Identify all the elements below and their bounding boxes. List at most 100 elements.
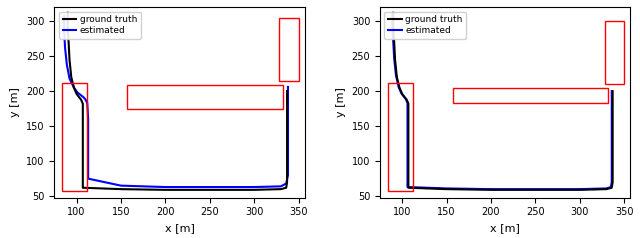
ground truth bbox=[284, 107, 291, 110]
ground truth bbox=[404, 139, 412, 142]
estimated bbox=[390, 41, 397, 44]
ground truth bbox=[79, 167, 86, 169]
estimated bbox=[84, 149, 92, 152]
ground truth bbox=[284, 93, 291, 95]
ground truth bbox=[284, 90, 291, 93]
estimated bbox=[404, 166, 412, 169]
estimated bbox=[532, 188, 540, 191]
X-axis label: x [m]: x [m] bbox=[490, 223, 520, 233]
estimated bbox=[84, 177, 92, 180]
ground truth bbox=[284, 146, 291, 149]
Bar bbox=[279, 18, 299, 81]
estimated bbox=[395, 85, 403, 88]
estimated bbox=[84, 118, 92, 121]
ground truth bbox=[282, 186, 290, 189]
estimated bbox=[404, 186, 412, 188]
estimated bbox=[284, 139, 292, 142]
Line: estimated: estimated bbox=[64, 15, 288, 187]
ground truth bbox=[390, 41, 398, 44]
ground truth bbox=[401, 96, 409, 99]
estimated bbox=[404, 102, 412, 104]
ground truth bbox=[443, 188, 451, 191]
ground truth bbox=[73, 93, 81, 95]
estimated bbox=[117, 184, 125, 187]
ground truth bbox=[391, 58, 399, 61]
estimated bbox=[487, 188, 495, 191]
ground truth bbox=[77, 98, 85, 101]
estimated bbox=[402, 97, 410, 100]
ground truth bbox=[161, 188, 169, 191]
estimated bbox=[61, 46, 69, 49]
estimated bbox=[397, 92, 405, 95]
ground truth bbox=[250, 188, 258, 191]
ground truth bbox=[284, 181, 291, 183]
estimated bbox=[603, 187, 611, 190]
estimated bbox=[608, 146, 616, 149]
estimated bbox=[392, 74, 400, 76]
ground truth bbox=[390, 27, 397, 30]
estimated bbox=[284, 90, 292, 93]
ground truth bbox=[117, 188, 125, 191]
ground truth bbox=[609, 93, 616, 95]
ground truth bbox=[70, 86, 78, 89]
estimated bbox=[608, 92, 616, 95]
estimated bbox=[400, 95, 408, 98]
estimated bbox=[250, 186, 258, 188]
ground truth bbox=[66, 58, 74, 61]
Bar bbox=[127, 85, 283, 109]
estimated bbox=[206, 186, 214, 188]
ground truth bbox=[404, 102, 412, 105]
estimated bbox=[284, 174, 292, 177]
estimated bbox=[66, 77, 74, 80]
ground truth bbox=[396, 86, 403, 89]
Bar bbox=[388, 83, 413, 191]
ground truth bbox=[609, 107, 616, 110]
ground truth bbox=[390, 11, 397, 14]
estimated bbox=[277, 185, 285, 188]
estimated bbox=[161, 186, 169, 188]
ground truth bbox=[609, 146, 616, 149]
ground truth bbox=[393, 76, 401, 79]
ground truth bbox=[79, 139, 86, 142]
estimated bbox=[284, 85, 292, 88]
ground truth bbox=[609, 90, 616, 93]
ground truth bbox=[79, 186, 86, 189]
ground truth bbox=[487, 188, 495, 191]
ground truth bbox=[532, 188, 540, 191]
estimated bbox=[608, 181, 616, 183]
ground truth bbox=[64, 27, 72, 30]
ground truth bbox=[576, 188, 584, 191]
estimated bbox=[70, 86, 78, 89]
estimated bbox=[83, 102, 91, 104]
estimated bbox=[74, 91, 81, 94]
Legend: ground truth, estimated: ground truth, estimated bbox=[59, 12, 141, 39]
estimated bbox=[388, 27, 396, 30]
estimated bbox=[608, 90, 616, 93]
Line: ground truth: ground truth bbox=[394, 13, 612, 190]
ground truth bbox=[608, 186, 616, 189]
estimated bbox=[63, 63, 70, 66]
estimated bbox=[607, 186, 614, 188]
ground truth bbox=[78, 100, 86, 103]
Bar bbox=[605, 21, 624, 84]
estimated bbox=[82, 98, 90, 101]
estimated bbox=[608, 105, 616, 108]
ground truth bbox=[403, 98, 410, 101]
estimated bbox=[576, 188, 584, 191]
ground truth bbox=[404, 118, 412, 121]
ground truth bbox=[404, 186, 412, 189]
ground truth bbox=[64, 11, 72, 14]
estimated bbox=[284, 87, 292, 90]
estimated bbox=[390, 57, 398, 60]
ground truth bbox=[404, 167, 412, 169]
ground truth bbox=[609, 181, 616, 183]
estimated bbox=[404, 138, 412, 141]
X-axis label: x [m]: x [m] bbox=[164, 223, 195, 233]
Line: ground truth: ground truth bbox=[68, 13, 287, 190]
ground truth bbox=[67, 76, 75, 79]
estimated bbox=[80, 96, 88, 99]
Y-axis label: y [m]: y [m] bbox=[336, 87, 346, 117]
estimated bbox=[443, 187, 451, 190]
ground truth bbox=[65, 41, 72, 44]
ground truth bbox=[398, 93, 406, 95]
